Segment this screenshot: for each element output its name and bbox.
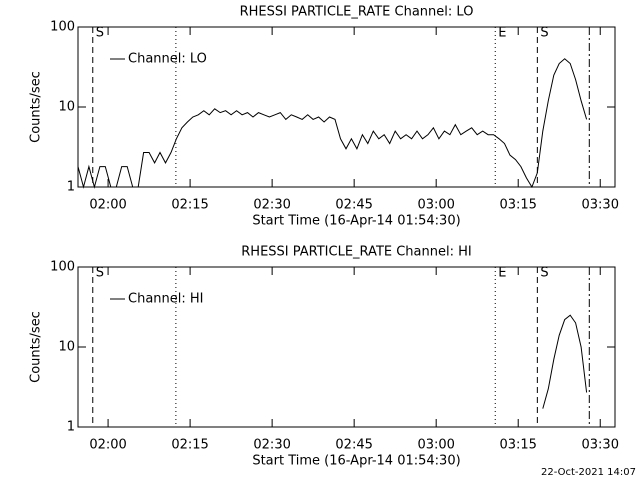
legend-label: Channel: HI (128, 292, 204, 307)
footer: 22-Oct-2021 14:07 (541, 467, 636, 478)
x-tick-label: 02:45 (335, 438, 372, 453)
annotation-label: S (96, 26, 104, 41)
annotation-label: S (96, 266, 104, 281)
chart-title: RHESSI PARTICLE_RATE Channel: LO (240, 5, 474, 20)
x-axis-label: Start Time (16-Apr-14 01:54:30) (252, 214, 460, 229)
x-tick-label: 03:00 (417, 198, 454, 213)
x-tick-label: 03:15 (499, 438, 536, 453)
y-tick-label: 10 (58, 340, 75, 355)
annotation-label: E (498, 26, 506, 41)
x-tick-label: 03:30 (582, 438, 619, 453)
x-tick-label: 02:15 (171, 198, 208, 213)
y-tick-label: 1 (67, 420, 75, 435)
x-tick-label: 02:30 (253, 438, 290, 453)
x-tick-label: 02:30 (253, 198, 290, 213)
data-line (542, 314, 588, 409)
annotation-label: S (540, 266, 548, 281)
x-tick-label: 02:00 (89, 198, 126, 213)
chart-title: RHESSI PARTICLE_RATE Channel: HI (241, 245, 471, 260)
x-tick-label: 02:00 (89, 438, 126, 453)
x-tick-label: 03:00 (417, 438, 454, 453)
y-tick-label: 10 (58, 100, 75, 115)
x-tick-label: 02:45 (335, 198, 372, 213)
x-tick-label: 02:15 (171, 438, 208, 453)
y-tick-label: 100 (50, 20, 75, 35)
annotation-label: E (498, 266, 506, 281)
x-tick-label: 03:15 (499, 198, 536, 213)
x-tick-label: 03:30 (582, 198, 619, 213)
y-axis-label: Counts/sec (29, 71, 44, 143)
y-tick-label: 1 (67, 180, 75, 195)
x-axis-label: Start Time (16-Apr-14 01:54:30) (252, 454, 460, 469)
y-tick-label: 100 (50, 260, 75, 275)
y-axis-label: Counts/sec (29, 311, 44, 383)
data-line (77, 58, 588, 189)
legend-label: Channel: LO (128, 52, 207, 67)
annotation-label: S (540, 26, 548, 41)
